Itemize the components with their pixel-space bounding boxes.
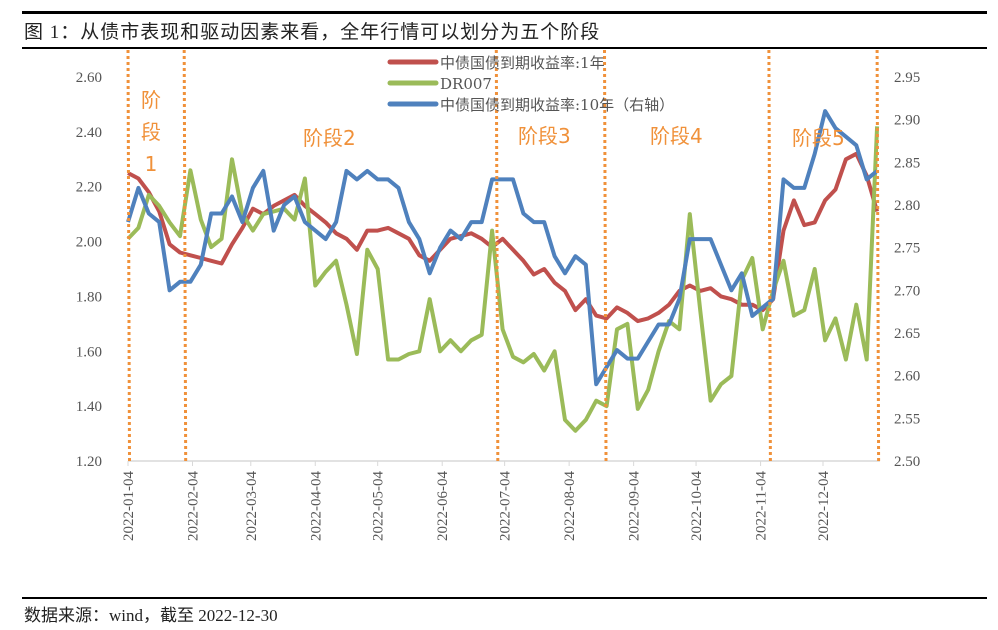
y-right-tick-label: 2.70 [894, 283, 920, 299]
legend-label-2: DR007 [440, 75, 492, 93]
x-tick-label: 2022-04-04 [308, 471, 324, 541]
x-tick-label: 2022-07-04 [498, 471, 514, 541]
y-right-tick-label: 2.95 [894, 70, 920, 86]
line-chart: 1.20 1.40 1.60 1.80 2.00 2.20 2.40 2.60 2.50 2.55… [76, 49, 920, 541]
x-tick-label: 2022-01-04 [121, 471, 137, 541]
y-left-tick-label: 2.00 [76, 235, 102, 251]
y-right-tick-label: 2.60 [894, 369, 920, 385]
y-left-tick-label: 1.40 [76, 399, 102, 415]
x-tick-label: 2022-02-04 [186, 471, 202, 541]
phase-label-4: 阶段4 [650, 124, 703, 148]
title-rule [22, 47, 987, 49]
x-tick-label: 2022-06-04 [435, 471, 451, 541]
x-tick-label: 2022-10-04 [689, 471, 705, 541]
phase-label-3: 阶段3 [518, 124, 571, 148]
x-tick-label: 2022-11-04 [754, 471, 770, 541]
x-tick-label: 2022-12-04 [816, 471, 832, 541]
y-right-tick-label: 2.75 [894, 241, 920, 257]
y-right-tick-label: 2.50 [894, 454, 920, 470]
phase-label-1: 阶段1 [141, 88, 161, 176]
y-right-tick-label: 2.85 [894, 155, 920, 171]
phase-label-5: 阶段5 [792, 126, 845, 150]
y-left-tick-label: 1.80 [76, 289, 102, 305]
x-tick-label: 2022-09-04 [627, 471, 643, 541]
series-line-3 [126, 109, 879, 387]
series-line-1 [127, 151, 880, 324]
y-left-tick-label: 1.60 [76, 344, 102, 360]
phase-divider-line [603, 49, 608, 462]
y-left-tick-label: 1.20 [76, 454, 102, 470]
y-right-tick-label: 2.65 [894, 326, 920, 342]
phase-divider-line [767, 49, 772, 462]
y-right-tick-label: 2.90 [894, 113, 920, 129]
y-left-tick-label: 2.60 [76, 70, 102, 86]
y-right-tick-label: 2.80 [894, 198, 920, 214]
legend-label-3: 中债国债到期收益率:10年（右轴） [440, 96, 674, 114]
phase-divider-line [494, 49, 500, 462]
x-tick-label: 2022-08-04 [562, 471, 578, 541]
top-rule [22, 11, 987, 14]
figure-title: 图 1：从债市表现和驱动因素来看，全年行情可以划分为五个阶段 [24, 22, 601, 43]
y-left-tick-label: 2.20 [76, 180, 102, 196]
bottom-rule [22, 597, 987, 599]
x-tick-label: 2022-05-04 [371, 471, 387, 541]
x-tick-label: 2022-03-04 [244, 471, 260, 541]
legend-label-1: 中债国债到期收益率:1年 [440, 54, 605, 72]
phase-divider-line [126, 49, 131, 462]
phase-divider-line [182, 49, 188, 462]
phase-label-2: 阶段2 [303, 126, 356, 150]
y-right-tick-label: 2.55 [894, 411, 920, 427]
phase-divider-line [875, 49, 881, 462]
y-left-tick-label: 2.40 [76, 125, 102, 141]
source-note: 数据来源：wind，截至 2022-12-30 [24, 606, 278, 625]
series-line-2 [126, 126, 880, 433]
